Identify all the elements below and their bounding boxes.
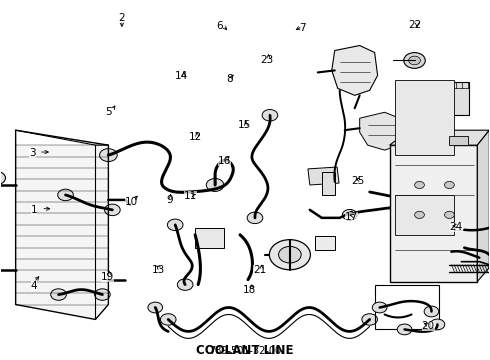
- Text: 16: 16: [218, 156, 231, 166]
- Circle shape: [415, 211, 424, 219]
- Circle shape: [270, 240, 310, 270]
- Bar: [315, 236, 335, 250]
- Text: 15: 15: [237, 121, 251, 130]
- Text: 22: 22: [408, 20, 422, 30]
- Text: 2: 2: [119, 13, 125, 23]
- Circle shape: [397, 324, 412, 335]
- Text: 24: 24: [449, 222, 463, 232]
- Circle shape: [430, 319, 445, 330]
- Circle shape: [343, 210, 357, 220]
- Bar: [375, 285, 440, 329]
- Text: 17: 17: [345, 212, 358, 221]
- Circle shape: [404, 53, 425, 68]
- Text: 18: 18: [243, 285, 256, 296]
- Bar: [394, 195, 454, 235]
- Bar: [322, 172, 336, 195]
- Circle shape: [58, 189, 74, 201]
- Polygon shape: [477, 130, 490, 282]
- Circle shape: [427, 186, 442, 197]
- Text: COOLANT LINE: COOLANT LINE: [196, 344, 294, 357]
- Circle shape: [160, 314, 176, 325]
- Text: 12: 12: [189, 132, 202, 142]
- Text: 23: 23: [260, 55, 273, 65]
- Polygon shape: [360, 112, 405, 150]
- Text: 21: 21: [253, 265, 266, 275]
- Polygon shape: [332, 45, 378, 95]
- Text: 789-501-32-00: 789-501-32-00: [209, 346, 281, 356]
- Polygon shape: [429, 82, 469, 115]
- Text: 8: 8: [226, 74, 233, 84]
- Circle shape: [362, 314, 377, 325]
- Polygon shape: [390, 130, 490, 145]
- Circle shape: [262, 109, 278, 121]
- Text: 3: 3: [29, 148, 36, 158]
- Circle shape: [206, 179, 224, 192]
- Circle shape: [148, 302, 163, 313]
- Text: 7: 7: [299, 23, 306, 33]
- Bar: [308, 167, 339, 185]
- Polygon shape: [390, 145, 477, 282]
- Bar: [394, 80, 454, 155]
- Text: 25: 25: [352, 176, 365, 186]
- Circle shape: [409, 56, 420, 65]
- Text: 14: 14: [175, 71, 188, 81]
- Circle shape: [279, 247, 301, 263]
- Text: 1: 1: [30, 206, 37, 216]
- Circle shape: [177, 279, 193, 290]
- Text: 10: 10: [125, 197, 138, 207]
- Circle shape: [0, 172, 5, 184]
- Circle shape: [247, 212, 263, 224]
- Text: 11: 11: [184, 191, 197, 201]
- Circle shape: [424, 306, 439, 317]
- Text: 6: 6: [216, 21, 223, 31]
- Circle shape: [372, 302, 387, 313]
- Text: 9: 9: [166, 195, 172, 205]
- Circle shape: [168, 219, 183, 230]
- Text: 13: 13: [151, 265, 165, 275]
- Polygon shape: [16, 145, 108, 319]
- Circle shape: [457, 224, 472, 235]
- Circle shape: [444, 181, 454, 189]
- Circle shape: [104, 204, 120, 216]
- Bar: [449, 136, 468, 145]
- Circle shape: [95, 289, 110, 300]
- Circle shape: [50, 289, 66, 300]
- Text: 5: 5: [105, 107, 112, 117]
- Text: 20: 20: [422, 321, 435, 331]
- Circle shape: [99, 149, 117, 162]
- Bar: [195, 228, 224, 248]
- Text: 4: 4: [30, 281, 37, 291]
- Circle shape: [457, 242, 472, 253]
- Text: 19: 19: [100, 272, 114, 282]
- Circle shape: [397, 204, 412, 215]
- Circle shape: [415, 181, 424, 189]
- Circle shape: [444, 211, 454, 219]
